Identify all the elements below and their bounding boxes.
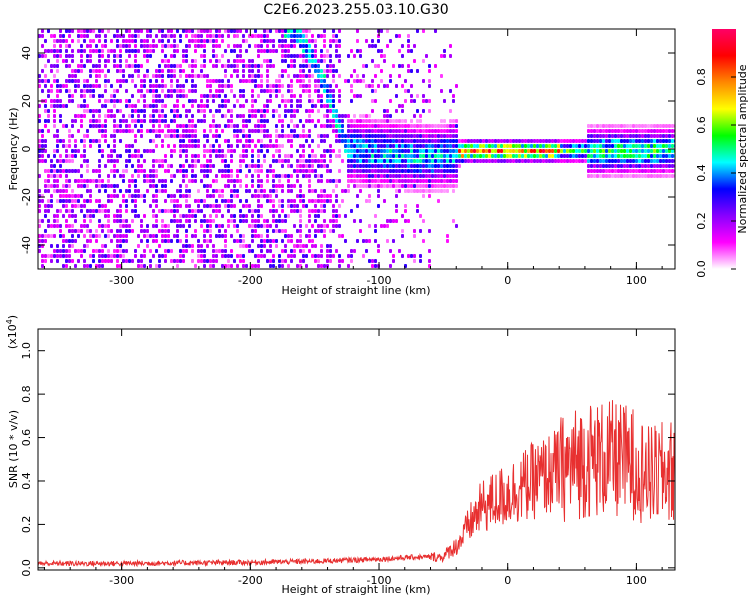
y-tick-label: 1.0	[20, 342, 33, 360]
y-tick-label: -20	[20, 188, 33, 206]
figure-title: C2E6.2023.255.03.10.G30	[263, 2, 448, 18]
colorbar-tick-label: 0.0	[695, 260, 708, 278]
y-tick-label: -40	[20, 236, 33, 254]
colorbar-tick-label: 0.2	[695, 212, 708, 230]
y-tick-label: 40	[20, 46, 33, 60]
x-tick-label: -100	[367, 274, 392, 287]
colorbar-tick-label: 0.6	[695, 116, 708, 134]
y-tick-label: 0.6	[20, 429, 33, 447]
x-tick-label: -200	[238, 574, 263, 587]
snr-x-axis-label: Height of straight line (km)	[281, 583, 430, 596]
y-tick-label: 0.8	[20, 385, 33, 403]
x-tick-label: -100	[367, 574, 392, 587]
x-tick-label: -300	[109, 274, 134, 287]
y-tick-label: 0.4	[20, 472, 33, 490]
x-tick-label: 0	[504, 574, 511, 587]
spectrogram-y-axis-label: Frequency (Hz)	[7, 108, 20, 191]
y-tick-label: 0	[20, 146, 33, 153]
spectrogram-x-ticks: -300 -200 -100 0 100	[43, 29, 663, 287]
y-tick-label: 20	[20, 94, 33, 108]
x-tick-label: -300	[109, 574, 134, 587]
colorbar-tick-label: 0.8	[695, 68, 708, 86]
y-tick-label: 0.0	[20, 559, 33, 577]
x-tick-label: 100	[626, 574, 647, 587]
snr-series-line	[38, 400, 675, 568]
spectrogram-x-axis-label: Height of straight line (km)	[281, 284, 430, 297]
colorbar-bar	[712, 29, 736, 269]
spectrogram-y-ticks: -40 -20 0 20 40	[20, 46, 675, 254]
snr-y-ticks: 0.0 0.2 0.4 0.6 0.8 1.0	[20, 342, 675, 577]
snr-panel: -300 -200 -100 0 100 0.0 0.2 0.4 0.6 0.8 1.0 Heig…	[5, 315, 676, 596]
colorbar-ticks: 0.0 0.2 0.4 0.6 0.8	[695, 68, 736, 278]
colorbar-label: Normalized spectral amplitude	[736, 64, 749, 233]
snr-y-scale-label: (x104)	[5, 315, 19, 349]
x-tick-label: 0	[504, 274, 511, 287]
snr-frame	[37, 328, 676, 571]
snr-y-axis-label: SNR (10 * v/v)	[7, 410, 20, 488]
x-tick-label: 100	[626, 274, 647, 287]
snr-x-ticks: -300 -200 -100 0 100	[43, 329, 663, 587]
x-tick-label: -200	[238, 274, 263, 287]
spectrogram-cells	[38, 29, 675, 268]
y-tick-label: 0.2	[20, 516, 33, 534]
colorbar: 0.0 0.2 0.4 0.6 0.8 Normalized spectral ampl…	[695, 29, 749, 278]
colorbar-tick-label: 0.4	[695, 164, 708, 182]
